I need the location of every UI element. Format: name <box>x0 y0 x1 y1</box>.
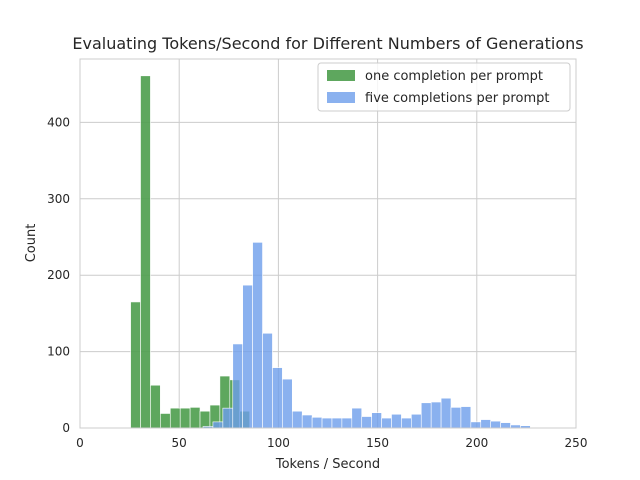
histogram-bar <box>199 410 211 429</box>
histogram-bar <box>212 421 224 429</box>
histogram-bar <box>272 367 283 429</box>
histogram-bar <box>311 417 323 429</box>
histogram-bar <box>361 416 372 429</box>
legend-swatch-five-completions <box>327 92 355 103</box>
histogram-bar <box>169 407 181 429</box>
legend-label-one-completion: one completion per prompt <box>365 69 543 84</box>
x-tick-label: 200 <box>465 436 488 450</box>
histogram-bar <box>242 284 253 429</box>
histogram-bar <box>321 417 333 429</box>
histogram-bar <box>140 75 151 429</box>
histogram-bar <box>381 417 392 429</box>
histogram-bar <box>160 413 171 429</box>
histogram-bar <box>232 343 243 429</box>
chart-title: Evaluating Tokens/Second for Different N… <box>72 34 583 53</box>
x-tick-label: 250 <box>565 436 588 450</box>
x-tick-label: 50 <box>172 436 187 450</box>
histogram-bar <box>130 301 141 429</box>
histogram-bar <box>331 417 343 429</box>
histogram-bar <box>401 417 412 429</box>
legend-box <box>317 62 571 112</box>
y-tick-label: 100 <box>47 345 70 359</box>
histogram-bar <box>480 419 491 429</box>
histogram-bar <box>282 378 293 429</box>
y-tick-label: 300 <box>47 192 70 206</box>
histogram-bar <box>291 410 303 429</box>
histogram-bar <box>440 397 452 429</box>
y-tick-label: 200 <box>47 268 70 282</box>
histogram-bar <box>301 414 313 429</box>
tick-labels: 0 50 100 150 200 250 0 100 200 300 400 <box>47 115 587 450</box>
histogram-bar <box>490 420 501 429</box>
x-tick-label: 0 <box>76 436 84 450</box>
legend-swatch-one-completion <box>327 70 355 81</box>
histogram-bar <box>470 421 482 429</box>
histogram-bar <box>222 407 234 429</box>
histogram-bar <box>430 401 442 429</box>
histogram-bar <box>179 407 191 429</box>
histogram-bar <box>150 384 161 429</box>
histogram-bar <box>411 413 422 429</box>
grid-lines <box>79 59 577 429</box>
histogram-bar <box>189 407 201 429</box>
y-tick-label: 400 <box>47 115 70 129</box>
y-tick-label: 0 <box>62 421 70 435</box>
y-axis-label: Count <box>24 224 39 263</box>
x-axis-label: Tokens / Second <box>275 457 380 472</box>
legend: one completion per prompt five completio… <box>317 62 571 112</box>
histogram-bar <box>262 332 273 429</box>
histogram-bar <box>500 422 511 429</box>
histogram-bar <box>341 417 353 429</box>
histogram-bar <box>351 407 363 429</box>
histogram-bar <box>252 242 263 429</box>
series-1-bars <box>202 242 541 429</box>
histogram-bar <box>391 413 402 429</box>
series-0-bars <box>130 75 250 429</box>
histogram-bar <box>460 406 472 429</box>
plot-frame <box>79 58 577 429</box>
histogram-bar <box>450 407 462 429</box>
histogram-bars <box>130 75 541 429</box>
x-tick-label: 100 <box>267 436 290 450</box>
legend-label-five-completions: five completions per prompt <box>365 91 549 106</box>
histogram-bar <box>371 412 382 429</box>
x-tick-label: 150 <box>366 436 389 450</box>
histogram-bar <box>420 402 432 429</box>
